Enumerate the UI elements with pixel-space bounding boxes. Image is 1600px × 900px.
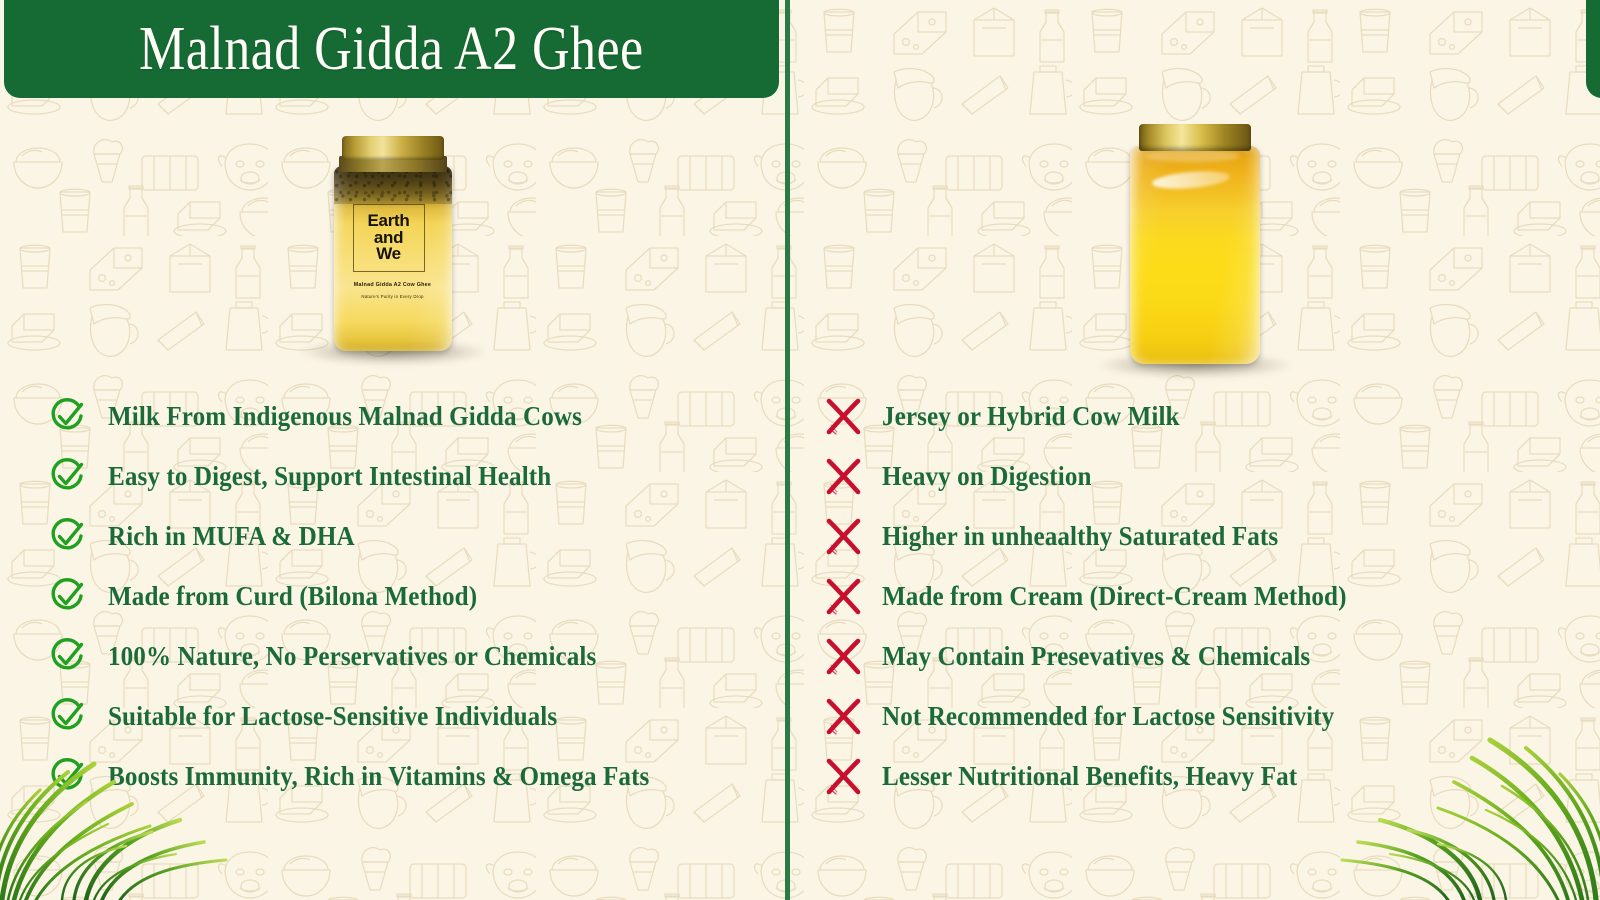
product-label: Earth and We [352, 204, 425, 272]
jar-highlight-top [1144, 150, 1240, 162]
feature-label: Made from Cream (Direct-Cream Method) [882, 580, 1347, 611]
jar-lid [1139, 124, 1251, 151]
column-divider [785, 0, 790, 900]
list-item: Not Recommended for Lactose Sensitivity [818, 686, 1600, 746]
list-item: Lesser Nutritional Benefits, Heavy Fat [818, 746, 1600, 806]
check-circle-icon [46, 455, 88, 497]
check-circle-icon [46, 635, 88, 677]
check-circle-icon [46, 395, 88, 437]
feature-label: Suitable for Lactose-Sensitive Individua… [108, 700, 558, 731]
list-item: Milk From Indigenous Malnad Gidda Cows [46, 386, 785, 446]
feature-label: Made from Curd (Bilona Method) [108, 580, 478, 611]
cross-mark-icon [818, 515, 868, 557]
list-item: May Contain Presevatives & Chemicals [818, 626, 1600, 686]
right-feature-list: Jersey or Hybrid Cow Milk Heavy on Diges… [790, 386, 1600, 806]
feature-label: 100% Nature, No Perservatives or Chemica… [108, 640, 597, 671]
list-item: Boosts Immunity, Rich in Vitamins & Omeg… [46, 746, 785, 806]
list-item: Higher in unheaalthy Saturated Fats [818, 506, 1600, 566]
feature-label: Easy to Digest, Support Intestinal Healt… [108, 460, 552, 491]
left-feature-list: Milk From Indigenous Malnad Gidda Cows E… [0, 386, 785, 806]
left-product-zone: Earth and We Malnad Gidda A2 Cow Ghee Na… [0, 98, 785, 386]
check-circle-icon [46, 695, 88, 737]
cross-mark-icon [818, 635, 868, 677]
list-item: 100% Nature, No Perservatives or Chemica… [46, 626, 785, 686]
feature-label: Lesser Nutritional Benefits, Heavy Fat [882, 760, 1298, 791]
feature-label: Milk From Indigenous Malnad Gidda Cows [108, 400, 582, 431]
brand-line-3: We [376, 244, 401, 264]
cross-mark-icon [818, 575, 868, 617]
feature-label: Jersey or Hybrid Cow Milk [882, 400, 1180, 431]
regular-ghee-jar [1097, 124, 1293, 378]
cross-mark-icon [818, 455, 868, 497]
feature-label: May Contain Presevatives & Chemicals [882, 640, 1311, 671]
check-circle-icon [46, 755, 88, 797]
feature-label: Not Recommended for Lactose Sensitivity [882, 700, 1335, 731]
list-item: Heavy on Digestion [818, 446, 1600, 506]
left-panel-title: Malnad Gidda A2 Ghee [139, 15, 644, 83]
list-item: Jersey or Hybrid Cow Milk [818, 386, 1600, 446]
feature-label: Higher in unheaalthy Saturated Fats [882, 520, 1279, 551]
feature-label: Heavy on Digestion [882, 460, 1092, 491]
cross-mark-icon [818, 755, 868, 797]
right-product-zone [790, 98, 1600, 386]
left-panel-header: Malnad Gidda A2 Ghee [4, 0, 779, 98]
check-circle-icon [46, 515, 88, 557]
jar-lid [341, 136, 444, 160]
cross-mark-icon [818, 395, 868, 437]
list-item: Suitable for Lactose-Sensitive Individua… [46, 686, 785, 746]
list-item: Easy to Digest, Support Intestinal Healt… [46, 446, 785, 506]
jar-body [1130, 146, 1260, 364]
branded-ghee-jar: Earth and We Malnad Gidda A2 Cow Ghee Na… [298, 136, 487, 365]
list-item: Rich in MUFA & DHA [46, 506, 785, 566]
feature-label: Rich in MUFA & DHA [108, 520, 355, 551]
right-panel-header: Other Regular Ghee [1586, 0, 1600, 98]
left-column: Malnad Gidda A2 Ghee Earth and We Malnad… [0, 0, 785, 900]
label-product-name: Malnad Gidda A2 Cow Ghee [353, 282, 432, 288]
right-column: Other Regular Ghee [790, 0, 1600, 900]
cross-mark-icon [818, 695, 868, 737]
list-item: Made from Cream (Direct-Cream Method) [818, 566, 1600, 626]
feature-label: Boosts Immunity, Rich in Vitamins & Omeg… [108, 760, 650, 791]
check-circle-icon [46, 575, 88, 617]
jar-highlight [1151, 168, 1231, 192]
label-tagline: Nature's Purity in Every Drop [361, 294, 424, 299]
list-item: Made from Curd (Bilona Method) [46, 566, 785, 626]
